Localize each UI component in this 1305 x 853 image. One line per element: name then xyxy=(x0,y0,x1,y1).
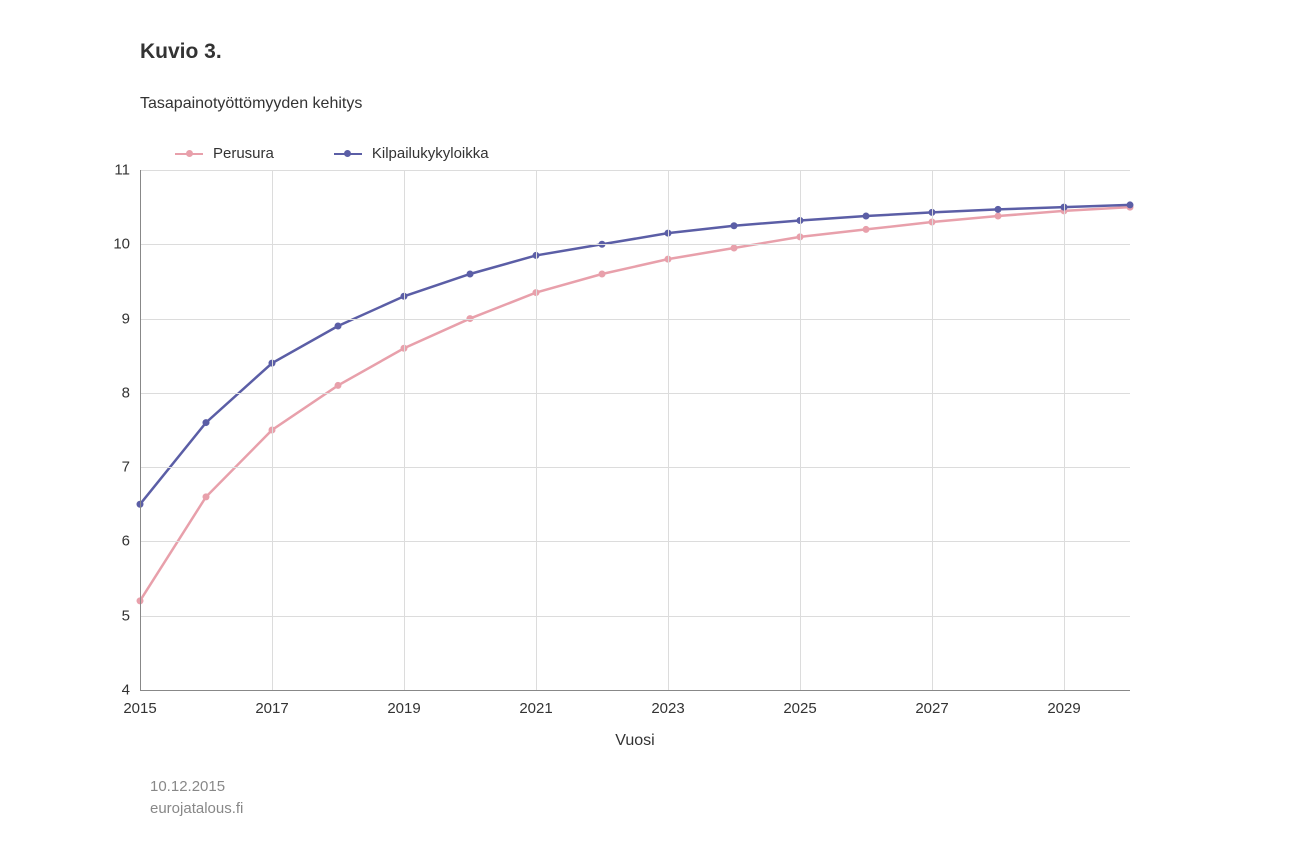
series-marker xyxy=(467,271,474,278)
grid-line-horizontal xyxy=(140,319,1130,320)
series-marker xyxy=(599,271,606,278)
x-tick-label: 2019 xyxy=(387,700,420,717)
legend-label: Perusura xyxy=(213,145,274,162)
series-marker xyxy=(995,213,1002,220)
series-marker xyxy=(731,222,738,229)
series-marker xyxy=(863,213,870,220)
plot-area: Vuosi 4567891011201520172019202120232025… xyxy=(140,170,1130,690)
x-tick-label: 2029 xyxy=(1047,700,1080,717)
series-marker xyxy=(731,245,738,252)
grid-line-vertical xyxy=(1064,170,1065,690)
legend-item: Perusura xyxy=(175,145,274,162)
chart-container: Kuvio 3. Tasapainotyöttömyyden kehitys P… xyxy=(0,0,1305,853)
legend-swatch xyxy=(334,148,362,160)
series-marker xyxy=(995,206,1002,213)
y-tick-label: 4 xyxy=(122,682,130,699)
x-tick-label: 2015 xyxy=(123,700,156,717)
x-tick-label: 2017 xyxy=(255,700,288,717)
series-marker xyxy=(203,419,210,426)
y-tick-label: 6 xyxy=(122,533,130,550)
chart-title: Kuvio 3. xyxy=(140,40,222,64)
series-marker xyxy=(863,226,870,233)
grid-line-vertical xyxy=(932,170,933,690)
x-tick-label: 2023 xyxy=(651,700,684,717)
grid-line-vertical xyxy=(272,170,273,690)
grid-line-vertical xyxy=(536,170,537,690)
grid-line-horizontal xyxy=(140,170,1130,171)
x-tick-label: 2021 xyxy=(519,700,552,717)
series-marker xyxy=(203,493,210,500)
grid-line-vertical xyxy=(668,170,669,690)
grid-line-horizontal xyxy=(140,467,1130,468)
series-line-1 xyxy=(140,205,1130,504)
series-marker xyxy=(1127,201,1134,208)
legend-item: Kilpailukykyloikka xyxy=(334,145,489,162)
chart-subtitle: Tasapainotyöttömyyden kehitys xyxy=(140,95,362,113)
y-axis-line xyxy=(140,170,141,690)
legend-swatch xyxy=(175,148,203,160)
x-tick-label: 2027 xyxy=(915,700,948,717)
grid-line-horizontal xyxy=(140,393,1130,394)
x-axis-title: Vuosi xyxy=(615,732,654,750)
series-marker xyxy=(335,323,342,330)
y-tick-label: 8 xyxy=(122,384,130,401)
y-tick-label: 9 xyxy=(122,310,130,327)
y-tick-label: 5 xyxy=(122,607,130,624)
grid-line-horizontal xyxy=(140,616,1130,617)
grid-line-vertical xyxy=(800,170,801,690)
legend: Perusura Kilpailukykyloikka xyxy=(175,145,489,162)
y-tick-label: 7 xyxy=(122,459,130,476)
y-tick-label: 10 xyxy=(113,236,130,253)
series-lines xyxy=(140,170,1130,690)
x-axis-line xyxy=(140,690,1130,691)
legend-label: Kilpailukykyloikka xyxy=(372,145,489,162)
grid-line-horizontal xyxy=(140,541,1130,542)
chart-date: 10.12.2015 xyxy=(150,778,225,795)
y-tick-label: 11 xyxy=(114,162,130,179)
grid-line-vertical xyxy=(404,170,405,690)
x-tick-label: 2025 xyxy=(783,700,816,717)
grid-line-horizontal xyxy=(140,244,1130,245)
series-marker xyxy=(335,382,342,389)
chart-source: eurojatalous.fi xyxy=(150,800,243,817)
